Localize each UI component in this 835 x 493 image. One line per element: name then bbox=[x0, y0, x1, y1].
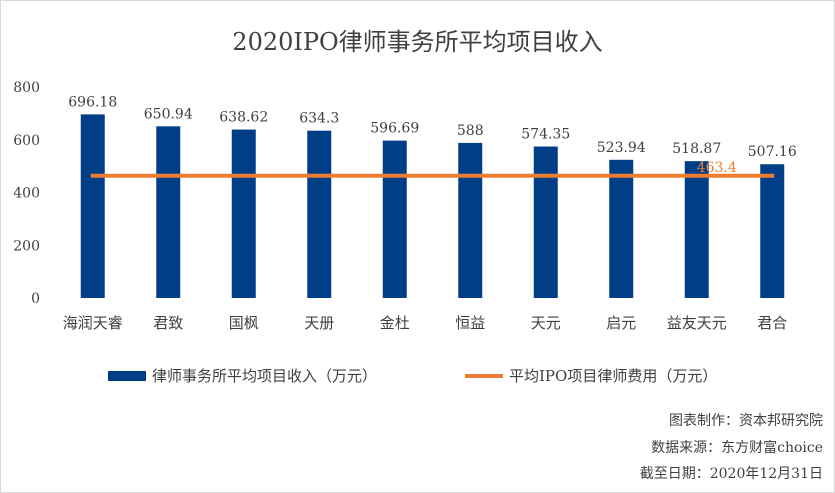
bar-value-label: 650.94 bbox=[144, 106, 193, 122]
x-tick-label: 启元 bbox=[606, 314, 636, 332]
y-tick-label: 200 bbox=[13, 238, 40, 254]
bar-value-label: 638.62 bbox=[219, 110, 268, 126]
x-tick-label: 天册 bbox=[304, 314, 334, 332]
x-tick-label: 君致 bbox=[153, 314, 183, 332]
bar bbox=[684, 161, 709, 298]
bar-value-label: 574.35 bbox=[521, 127, 570, 143]
credit-cutoff: 截至日期：2020年12月31日 bbox=[639, 466, 823, 482]
bar bbox=[458, 142, 483, 298]
bar-value-label: 518.87 bbox=[672, 141, 721, 157]
y-tick-label: 400 bbox=[13, 186, 40, 202]
bar bbox=[382, 140, 407, 298]
bar bbox=[760, 164, 785, 298]
average-fee-label: 463.4 bbox=[697, 160, 737, 176]
bar-value-label: 634.3 bbox=[299, 111, 339, 127]
legend-item-bar: 律师事务所平均项目收入（万元） bbox=[108, 365, 377, 386]
x-tick-label: 海润天睿 bbox=[63, 314, 123, 332]
bar bbox=[609, 159, 634, 298]
bar-value-label: 523.94 bbox=[597, 140, 646, 156]
bar-value-label: 696.18 bbox=[68, 94, 117, 110]
y-tick-label: 800 bbox=[13, 80, 40, 96]
x-tick-label: 益友天元 bbox=[667, 314, 727, 332]
y-tick-label: 0 bbox=[31, 291, 40, 307]
x-tick-label: 恒益 bbox=[455, 314, 485, 332]
bar bbox=[533, 146, 558, 298]
legend-label-bar: 律师事务所平均项目收入（万元） bbox=[152, 367, 378, 385]
legend-label-line: 平均IPO项目律师费用（万元） bbox=[509, 367, 718, 385]
credit-maker: 图表制作：资本邦研究院 bbox=[669, 413, 823, 429]
x-tick-label: 君合 bbox=[757, 314, 787, 332]
x-tick-label: 天元 bbox=[531, 314, 561, 332]
credit-source: 数据来源：东方财富choice bbox=[651, 440, 823, 456]
y-tick-label: 600 bbox=[13, 133, 40, 149]
bar-value-label: 507.16 bbox=[748, 144, 797, 160]
legend-item-line: 平均IPO项目律师费用（万元） bbox=[465, 365, 717, 386]
bar bbox=[80, 114, 105, 298]
x-tick-label: 金杜 bbox=[380, 314, 410, 332]
bar-value-label: 588 bbox=[457, 123, 484, 139]
legend-swatch-bar bbox=[108, 370, 146, 381]
chart-title: 2020IPO律师事务所平均项目收入 bbox=[232, 28, 603, 56]
legend-swatch-line bbox=[465, 373, 503, 378]
bar bbox=[231, 129, 256, 298]
x-tick-label: 国枫 bbox=[229, 314, 259, 332]
bar bbox=[156, 126, 181, 298]
bar bbox=[307, 130, 332, 298]
bar-value-label: 596.69 bbox=[370, 121, 419, 137]
